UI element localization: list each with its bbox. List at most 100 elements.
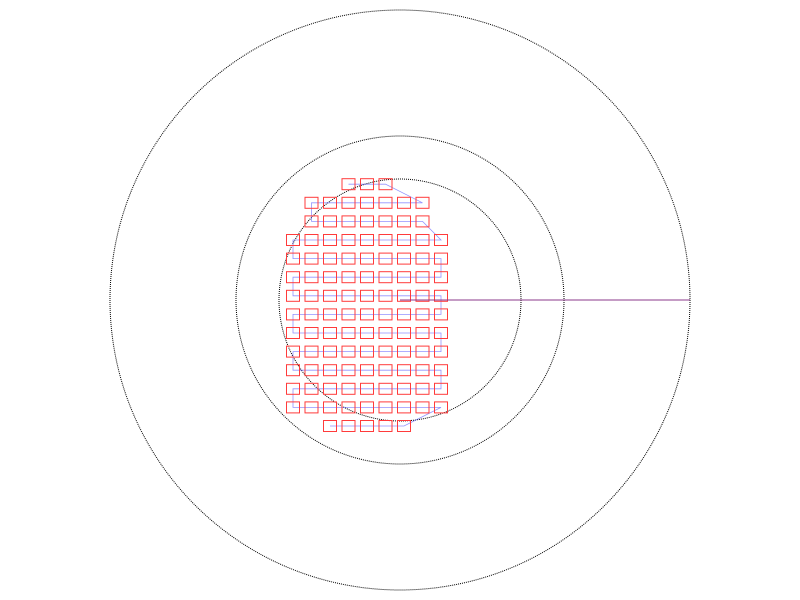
grid-cell: [415, 289, 430, 302]
grid-cell: [304, 308, 319, 321]
grid-cell: [286, 382, 300, 395]
grid-cell: [304, 252, 319, 265]
grid-cell: [304, 345, 319, 358]
grid-cell: [323, 289, 337, 302]
grid-cell: [434, 382, 448, 395]
grid-cell: [415, 271, 430, 284]
grid-cell: [434, 252, 448, 265]
grid-cell: [341, 401, 356, 414]
grid-cell: [360, 401, 374, 414]
grid-cell: [415, 196, 430, 209]
grid-cell: [286, 327, 300, 339]
grid-cell: [360, 196, 374, 209]
grid-cell: [378, 234, 393, 246]
grid-cell: [323, 196, 337, 209]
cell-grid: [286, 178, 448, 432]
grid-cell: [434, 327, 448, 339]
grid-cell: [360, 271, 374, 284]
grid-cell: [415, 364, 430, 377]
grid-cell: [378, 289, 393, 302]
grid-cell: [341, 215, 356, 228]
grid-cell: [415, 345, 430, 358]
grid-cell: [341, 196, 356, 209]
grid-cell: [304, 271, 319, 284]
grid-cell: [397, 196, 411, 209]
grid-cell: [397, 401, 411, 414]
grid-cell: [434, 308, 448, 321]
grid-cell: [397, 420, 411, 432]
grid-cell: [434, 345, 448, 358]
grid-cell: [323, 345, 337, 358]
grid-cell: [397, 289, 411, 302]
grid-cell: [304, 364, 319, 377]
grid-cell: [304, 289, 319, 302]
grid-cell: [286, 308, 300, 321]
grid-cell: [323, 420, 337, 432]
grid-cell: [397, 308, 411, 321]
cell-path-layer: [292, 183, 442, 427]
grid-cell: [341, 234, 356, 246]
grid-cell: [341, 382, 356, 395]
grid-cell: [323, 234, 337, 246]
grid-cell: [434, 234, 448, 246]
grid-cell: [415, 327, 430, 339]
grid-cell: [323, 401, 337, 414]
grid-cell: [360, 420, 374, 432]
grid-cell: [415, 382, 430, 395]
grid-cell: [434, 271, 448, 284]
grid-cell: [415, 252, 430, 265]
grid-cell: [378, 178, 393, 191]
grid-cell: [397, 327, 411, 339]
grid-cell: [323, 215, 337, 228]
grid-cell: [341, 364, 356, 377]
grid-cell: [341, 178, 356, 191]
grid-cell: [341, 327, 356, 339]
grid-cell: [360, 289, 374, 302]
grid-cell: [304, 215, 319, 228]
grid-cell: [378, 271, 393, 284]
grid-cell: [286, 271, 300, 284]
grid-cell: [415, 401, 430, 414]
grid-cell: [323, 364, 337, 377]
grid-cell: [434, 364, 448, 377]
grid-cell: [341, 289, 356, 302]
grid-cell: [378, 420, 393, 432]
grid-cell: [397, 252, 411, 265]
grid-cell: [397, 345, 411, 358]
grid-cell: [304, 401, 319, 414]
grid-cell: [286, 401, 300, 414]
grid-cell: [360, 364, 374, 377]
grid-cell: [378, 364, 393, 377]
grid-cell: [397, 364, 411, 377]
grid-cell: [341, 271, 356, 284]
grid-cell: [286, 234, 300, 246]
grid-cell: [304, 327, 319, 339]
grid-cell: [341, 252, 356, 265]
grid-cell: [286, 364, 300, 377]
grid-cell: [360, 308, 374, 321]
grid-cell: [286, 252, 300, 265]
grid-cell: [378, 401, 393, 414]
grid-cell: [397, 234, 411, 246]
grid-cell: [323, 327, 337, 339]
grid-cell: [286, 345, 300, 358]
grid-cell: [304, 234, 319, 246]
grid-cell: [360, 382, 374, 395]
grid-cell: [378, 345, 393, 358]
grid-cell: [415, 308, 430, 321]
cell-connection-path: [292, 183, 442, 427]
grid-cell: [378, 308, 393, 321]
grid-cell: [378, 215, 393, 228]
grid-cell: [341, 308, 356, 321]
grid-cell: [323, 382, 337, 395]
grid-cell: [341, 420, 356, 432]
grid-cell: [360, 345, 374, 358]
grid-cell: [378, 252, 393, 265]
grid-cell: [415, 215, 430, 228]
grid-cell: [286, 289, 300, 302]
grid-cell: [304, 196, 319, 209]
grid-cell: [360, 234, 374, 246]
grid-cell: [341, 345, 356, 358]
grid-cell: [360, 327, 374, 339]
